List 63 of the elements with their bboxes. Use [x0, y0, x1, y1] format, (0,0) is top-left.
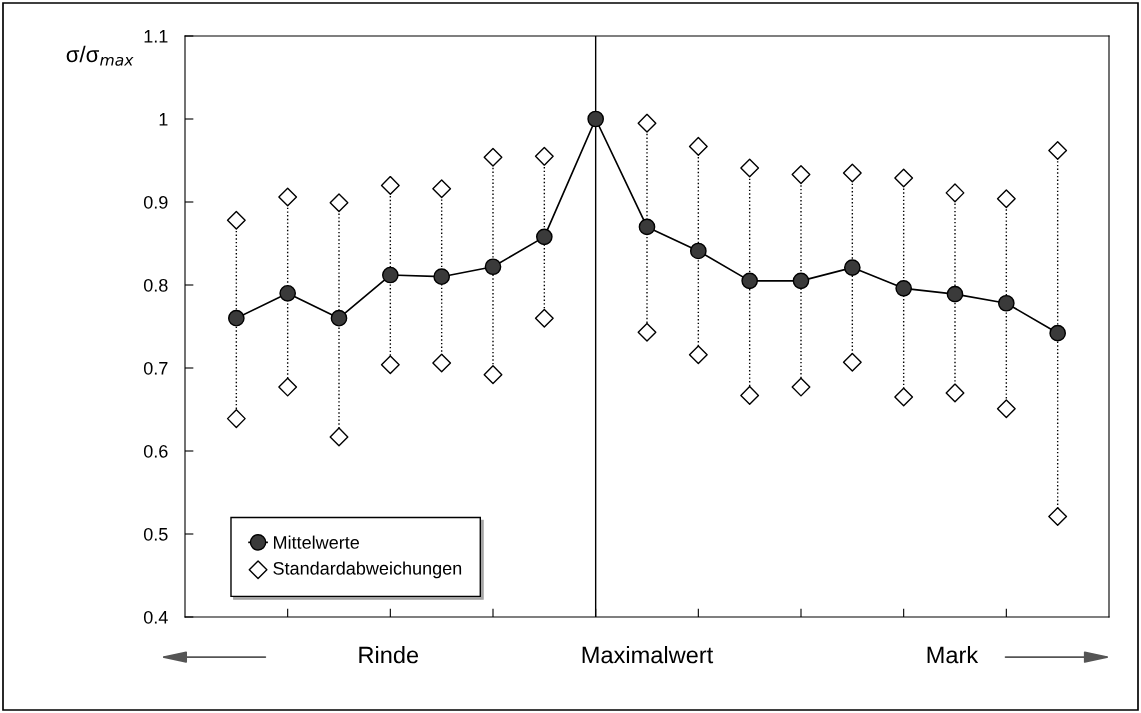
- point: [842, 163, 862, 183]
- point: [637, 322, 657, 342]
- point: [1048, 141, 1068, 161]
- point: [946, 285, 964, 303]
- point: [483, 147, 503, 167]
- text: Mark: [927, 645, 979, 664]
- point: [945, 383, 965, 403]
- point: [380, 355, 400, 375]
- point: [894, 168, 914, 188]
- point: [380, 175, 400, 195]
- y-tick-label: 0.5: [143, 527, 168, 541]
- point: [740, 385, 760, 405]
- point: [226, 210, 246, 230]
- y-tick-label: 0.4: [143, 610, 168, 624]
- point: [534, 308, 554, 328]
- point: [895, 279, 913, 297]
- point: [689, 242, 707, 260]
- point: [226, 409, 246, 429]
- y-tick-label: 0.6: [143, 444, 168, 458]
- point: [637, 113, 657, 133]
- point: [432, 179, 452, 199]
- point: [279, 284, 297, 302]
- point: [433, 268, 451, 286]
- point: [996, 399, 1016, 419]
- point: [741, 272, 759, 290]
- y-tick-label: 1.1: [144, 30, 168, 43]
- point: [996, 189, 1016, 209]
- y-tick-label: 1: [159, 113, 168, 126]
- point: [997, 294, 1015, 312]
- point: [792, 272, 810, 290]
- point: [740, 158, 760, 178]
- point: [1049, 324, 1067, 342]
- point: [483, 365, 503, 385]
- point: [227, 309, 245, 327]
- text: Maximalwert: [582, 645, 714, 664]
- point: [791, 165, 811, 185]
- y-tick-label: 0.7: [143, 361, 168, 375]
- point: [688, 136, 708, 156]
- point: [587, 110, 605, 128]
- point: [894, 387, 914, 407]
- point: [535, 228, 553, 246]
- point: [843, 259, 861, 276]
- point: [278, 377, 298, 397]
- point: [330, 309, 348, 327]
- y-axis-title: σ/σ$_{max}$: [66, 45, 134, 66]
- point: [1048, 507, 1068, 527]
- y-tick-label: 0.8: [143, 278, 168, 292]
- point: [329, 193, 349, 213]
- legend-label: Mittelwerte: [274, 535, 359, 549]
- point: [484, 258, 502, 276]
- point: [688, 345, 708, 365]
- point: [278, 187, 298, 207]
- point: [329, 427, 349, 447]
- point: [534, 146, 554, 166]
- y-tick-label: 0.9: [143, 195, 168, 209]
- legend-label: Standardabweichungen: [273, 561, 462, 579]
- point: [842, 352, 862, 372]
- point: [791, 377, 811, 397]
- text: Rinde: [359, 645, 419, 664]
- point: [638, 218, 656, 236]
- point: [432, 353, 452, 373]
- point: [381, 266, 399, 284]
- point: [945, 183, 965, 203]
